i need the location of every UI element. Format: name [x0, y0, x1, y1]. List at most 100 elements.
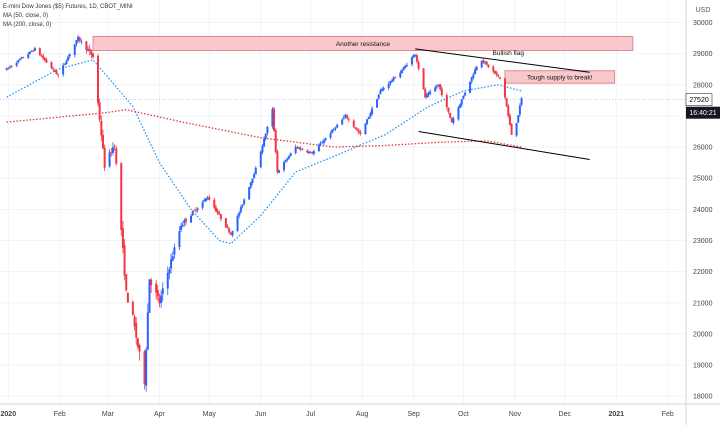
- candle-body: [449, 112, 452, 118]
- candle-body: [507, 106, 510, 116]
- candle-body: [400, 70, 403, 74]
- candle-body: [307, 151, 310, 154]
- candle-body: [239, 207, 242, 213]
- candle-body: [469, 81, 472, 93]
- candle-body: [40, 55, 43, 57]
- candle-body: [55, 70, 58, 75]
- candle-body: [480, 60, 483, 68]
- candle-body: [15, 63, 18, 66]
- candle-body: [392, 77, 395, 81]
- candle-body: [183, 220, 186, 224]
- candle-body: [354, 127, 357, 129]
- candle-body: [336, 124, 339, 128]
- time-tick-label: Apr: [154, 411, 166, 418]
- time-tick-label: Aug: [356, 411, 369, 418]
- candle-body: [193, 210, 196, 211]
- candle-body: [57, 74, 60, 76]
- candle-body: [334, 128, 337, 129]
- price-tick-label: 30000: [693, 20, 713, 27]
- candle-body: [332, 128, 335, 130]
- candle-body: [73, 44, 76, 55]
- time-tick-label: Nov: [509, 411, 522, 418]
- candle-body: [366, 119, 369, 125]
- candle-body: [381, 89, 384, 92]
- price-tick-label: 25000: [693, 176, 713, 183]
- candle-body: [243, 199, 246, 205]
- candle-body: [437, 84, 440, 87]
- candle-body: [228, 228, 231, 233]
- candle-body: [357, 130, 360, 133]
- candle-body: [7, 67, 10, 69]
- candle-body: [470, 76, 473, 82]
- time-tick-label: Oct: [458, 411, 469, 418]
- candle-body: [53, 69, 56, 72]
- candle-body: [410, 57, 413, 65]
- candle-body: [27, 54, 30, 58]
- candle-body: [97, 55, 99, 104]
- candle-body: [43, 58, 46, 61]
- time-tick-label: 2020: [1, 411, 17, 418]
- candle-body: [485, 61, 488, 65]
- candle-body: [319, 143, 322, 145]
- candle-body: [204, 198, 207, 201]
- price-tick-label: 20000: [693, 331, 713, 338]
- time-tick-label: Feb: [662, 411, 674, 418]
- candle-body: [78, 37, 81, 41]
- candle-body: [161, 288, 164, 295]
- bullish-flag-label: Bullish flag: [493, 50, 525, 57]
- candle-body: [376, 99, 379, 108]
- candle-body: [195, 209, 197, 211]
- candle-body: [185, 218, 188, 222]
- candle-body: [387, 83, 390, 88]
- candle-body: [415, 55, 418, 62]
- candle-body: [67, 56, 70, 61]
- candle-body: [404, 65, 407, 69]
- candle-body: [121, 228, 124, 248]
- candle-body: [126, 292, 129, 303]
- candle-body: [92, 53, 95, 58]
- last-price-tag: [685, 93, 713, 107]
- candle-body: [203, 199, 206, 202]
- candle-body: [42, 55, 45, 59]
- candle-body: [156, 290, 159, 297]
- candle-body: [447, 108, 450, 113]
- candle-body: [474, 69, 477, 75]
- zone-layer: [92, 35, 634, 84]
- candle-body: [508, 115, 511, 125]
- candle-body: [136, 338, 139, 348]
- candle-body: [170, 259, 173, 269]
- candle-body: [440, 88, 443, 96]
- candle-body: [321, 142, 324, 144]
- candle-body: [434, 87, 437, 92]
- candle-body: [28, 51, 31, 54]
- candle-body: [402, 67, 405, 71]
- price-tick-label: 24000: [693, 207, 713, 214]
- resistance-zone: [92, 35, 634, 51]
- candle-body: [484, 62, 487, 64]
- candle-body: [98, 102, 101, 120]
- candle-body: [271, 108, 274, 127]
- candle-body: [515, 123, 518, 136]
- time-tick-label: Feb: [54, 411, 66, 418]
- candle-body: [520, 98, 523, 105]
- candle-body: [424, 89, 427, 98]
- candle-body: [249, 182, 252, 188]
- candle-body: [276, 151, 279, 173]
- candle-body: [331, 129, 334, 134]
- price-tick-label: 28000: [693, 82, 713, 89]
- candle-body: [229, 233, 232, 235]
- candle-body: [111, 147, 114, 153]
- candle-body: [214, 207, 217, 212]
- candle-body: [457, 107, 460, 120]
- candle-body: [253, 174, 256, 178]
- candle-body: [135, 323, 138, 338]
- candle-body: [138, 345, 141, 352]
- price-tick-label: 21000: [693, 300, 713, 307]
- price-tick-label: 26000: [693, 145, 713, 152]
- candle-body: [180, 225, 183, 230]
- candle-body: [382, 88, 385, 90]
- time-tick-label: 2021: [608, 411, 624, 418]
